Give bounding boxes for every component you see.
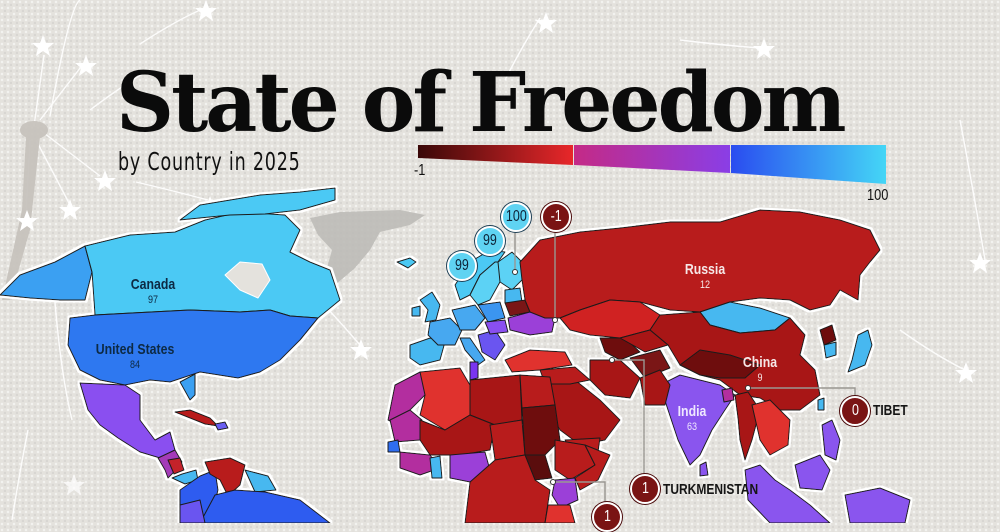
- legend-segment-red: [418, 145, 573, 165]
- panama: [171, 469, 199, 485]
- callout-bubble-minus1: -1: [541, 202, 571, 232]
- somalia: [574, 444, 611, 491]
- hudson-bay: [224, 261, 271, 299]
- callout-bubble-tibet: 0: [840, 396, 870, 426]
- callout-bubble-99-norway: 99: [447, 251, 477, 281]
- country-name: Russia: [684, 261, 726, 278]
- country-score: 9: [757, 371, 763, 384]
- country-name: India: [677, 403, 707, 420]
- country-score: 84: [129, 358, 141, 371]
- tanzania: [544, 504, 576, 523]
- north-korea: [819, 324, 837, 346]
- iberia: [409, 337, 446, 366]
- country-name: China: [742, 354, 778, 371]
- italy: [459, 337, 486, 366]
- ethiopia: [554, 439, 596, 481]
- country-label-china: China 9: [735, 355, 784, 384]
- page-title: State of Freedom: [116, 55, 847, 151]
- ghana: [429, 455, 443, 479]
- legend-min-label: -1: [414, 162, 426, 179]
- page-subtitle: by Country in 2025: [118, 147, 301, 176]
- bangladesh: [721, 387, 735, 403]
- callout-bubble-south-sudan: 1: [592, 502, 622, 532]
- leader-south-sudan: [553, 481, 606, 505]
- country-score: 97: [147, 293, 159, 306]
- uzbekistan: [619, 329, 669, 353]
- poland: [477, 301, 506, 323]
- philippines: [821, 419, 841, 461]
- arctic-islands: [179, 187, 336, 221]
- brazil: [199, 489, 331, 523]
- country-name: Canada: [130, 276, 176, 293]
- india: [659, 374, 736, 466]
- country-label-united-states: United States 84: [90, 342, 180, 371]
- country-score: 12: [699, 278, 711, 291]
- mali-niger: [419, 414, 496, 456]
- hungary: [484, 319, 509, 335]
- country-label-india: India 63: [670, 404, 714, 433]
- country-label-canada: Canada 97: [124, 277, 181, 306]
- hispaniola: [214, 421, 229, 431]
- iceland: [396, 257, 417, 269]
- country-label-russia: Russia 12: [676, 262, 733, 291]
- malaysia-indonesia: [744, 464, 831, 523]
- sri-lanka: [699, 461, 709, 477]
- leader-tibet: [748, 387, 856, 398]
- tunisia: [469, 361, 479, 381]
- germany: [451, 304, 486, 331]
- guyana: [244, 469, 277, 493]
- callout-name-turkmenistan: TURKMENISTAN: [663, 481, 759, 498]
- florida: [179, 373, 196, 401]
- tibet: [679, 349, 761, 379]
- callout-bubble-99-sweden: 99: [475, 226, 505, 256]
- france: [427, 317, 463, 346]
- legend-max-label: 100: [867, 187, 889, 204]
- country-name: United States: [95, 341, 175, 358]
- legend-segment-purple: [574, 145, 730, 173]
- usa-region: [67, 309, 319, 386]
- uk: [419, 291, 441, 323]
- peru: [179, 499, 206, 523]
- central-africa: [464, 454, 551, 523]
- greenland-region: [310, 210, 425, 285]
- legend-segment-blue: [731, 145, 886, 184]
- thailand-vietnam: [751, 399, 791, 456]
- leader-turkmenistan: [612, 359, 645, 475]
- ireland: [411, 305, 421, 317]
- country-score: 63: [686, 420, 698, 433]
- taiwan: [817, 397, 825, 411]
- callout-bubble-turkmenistan: 1: [630, 474, 660, 504]
- south-korea: [823, 341, 837, 359]
- kenya: [551, 477, 579, 509]
- callout-bubble-100-finland: 100: [501, 202, 531, 232]
- new-guinea: [844, 487, 911, 523]
- borneo: [794, 454, 831, 491]
- sudan: [521, 404, 561, 456]
- turkey: [504, 349, 573, 373]
- callout-name-tibet: TIBET: [873, 402, 908, 419]
- nicaragua: [167, 457, 185, 475]
- japan: [847, 329, 873, 373]
